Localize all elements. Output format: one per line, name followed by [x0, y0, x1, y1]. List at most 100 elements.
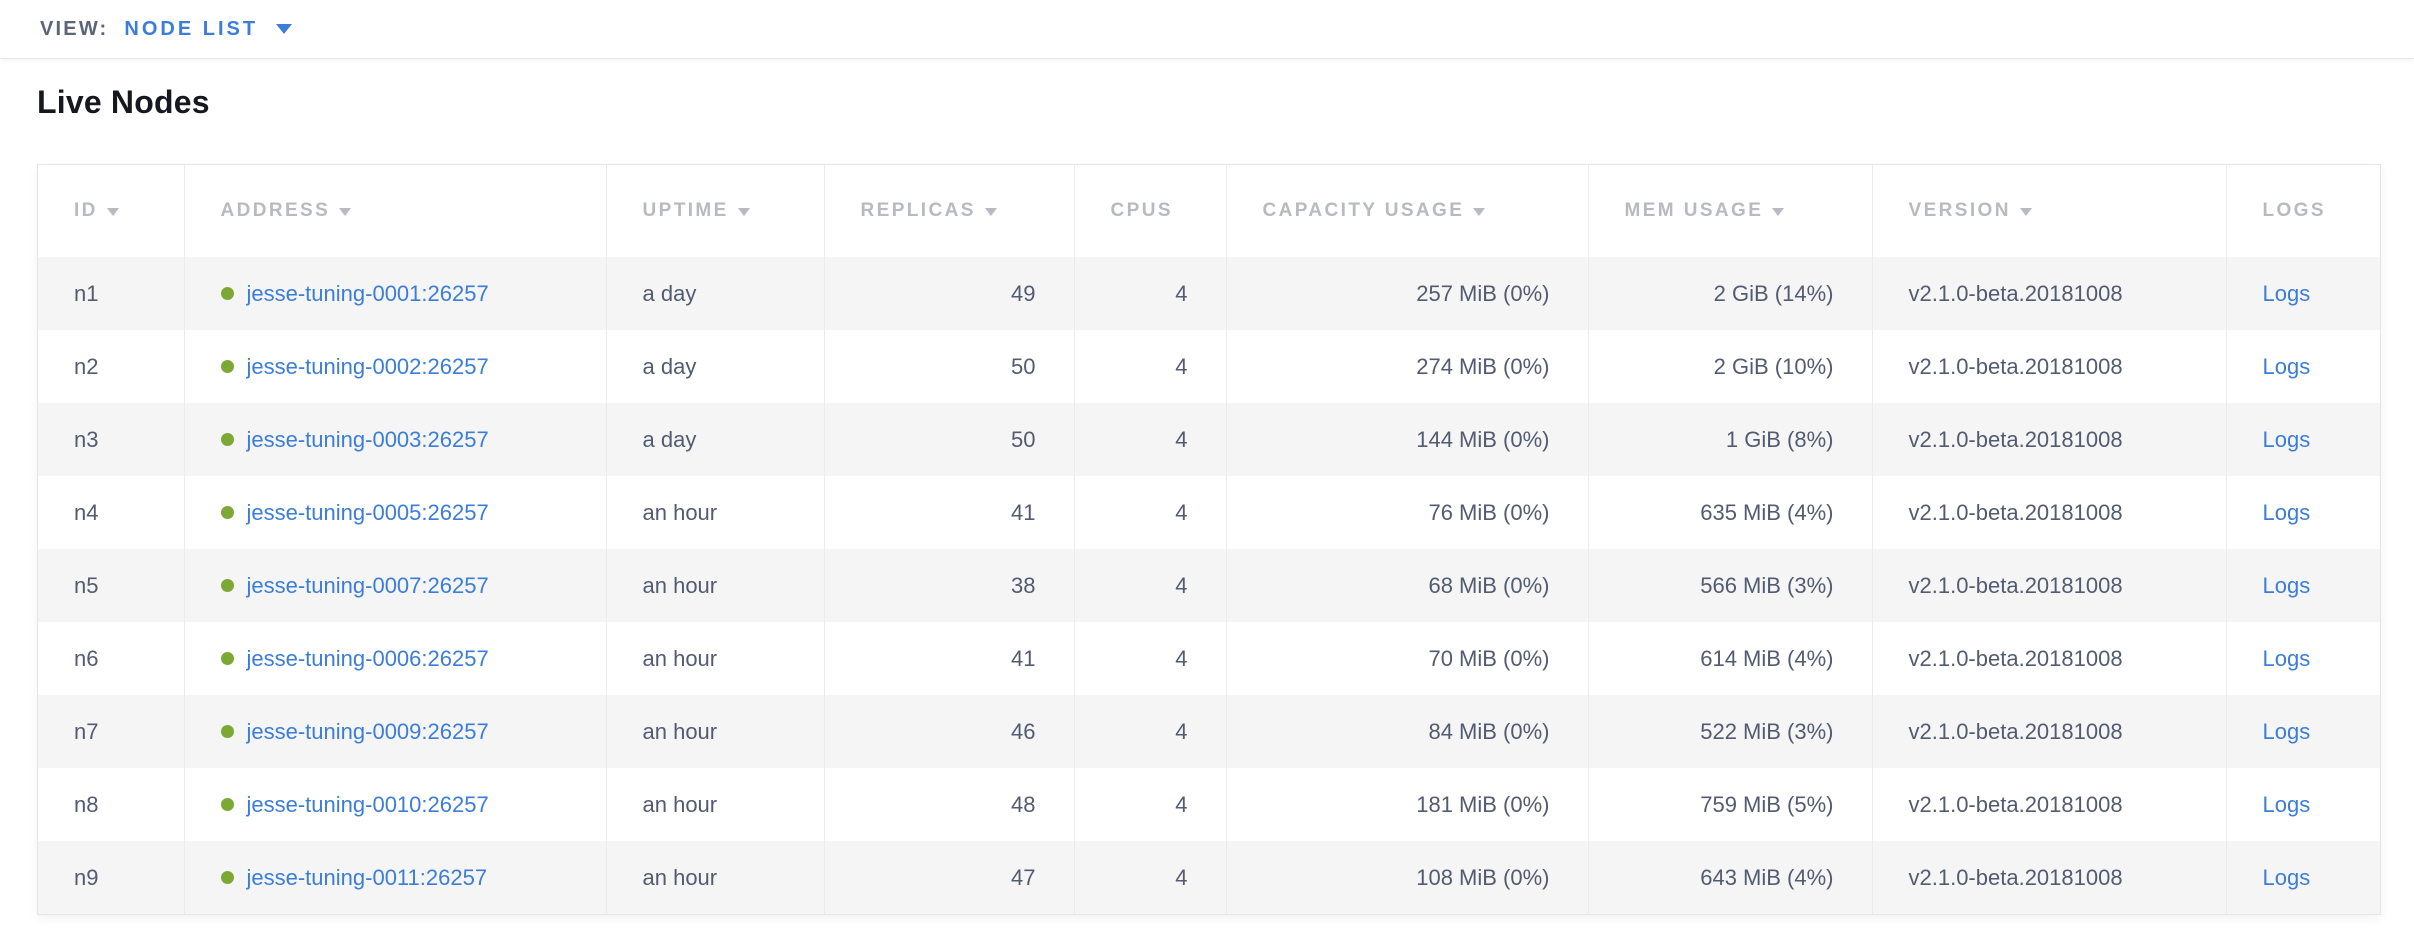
node-cpus-cell: 4	[1073, 841, 1226, 914]
column-header-label: REPLICAS	[860, 200, 976, 221]
view-selector-dropdown[interactable]: NODE LIST	[124, 17, 293, 41]
table-row: n5 jesse-tuning-0007:26257 an hour 38 4 …	[38, 549, 2380, 622]
node-id-cell: n9	[38, 841, 184, 914]
node-replicas-cell: 47	[823, 841, 1074, 914]
caret-down-icon	[276, 24, 293, 34]
column-header-version[interactable]: VERSION	[1871, 165, 2226, 257]
node-uptime-cell: an hour	[605, 768, 824, 841]
node-logs-cell: Logs	[2225, 695, 2380, 768]
node-cpus-cell: 4	[1073, 622, 1226, 695]
node-address-link[interactable]: jesse-tuning-0007:26257	[246, 572, 489, 598]
node-cpus-cell: 4	[1073, 695, 1226, 768]
node-logs-link[interactable]: Logs	[2262, 280, 2311, 306]
node-replicas-cell: 50	[823, 330, 1074, 403]
column-header-label: CPUS	[1110, 200, 1173, 221]
node-cpus-cell: 4	[1073, 768, 1226, 841]
node-address-link[interactable]: jesse-tuning-0011:26257	[246, 864, 488, 890]
node-version-cell: v2.1.0-beta.20181008	[1871, 549, 2226, 622]
node-logs-link[interactable]: Logs	[2262, 572, 2311, 598]
node-logs-cell: Logs	[2225, 549, 2380, 622]
node-logs-link[interactable]: Logs	[2262, 864, 2311, 890]
node-version-cell: v2.1.0-beta.20181008	[1871, 330, 2226, 403]
column-header-replicas[interactable]: REPLICAS	[823, 165, 1074, 257]
column-header-uptime[interactable]: UPTIME	[605, 165, 824, 257]
node-version-cell: v2.1.0-beta.20181008	[1871, 768, 2226, 841]
node-id-cell: n7	[38, 695, 184, 768]
node-capacity-usage-cell: 76 MiB (0%)	[1225, 476, 1588, 549]
node-mem-usage-cell: 2 GiB (10%)	[1587, 330, 1872, 403]
column-header-mem-usage[interactable]: MEM USAGE	[1587, 165, 1872, 257]
node-mem-usage-cell: 566 MiB (3%)	[1587, 549, 1872, 622]
node-logs-link[interactable]: Logs	[2262, 718, 2311, 744]
node-logs-cell: Logs	[2225, 622, 2380, 695]
column-header-cpus: CPUS	[1073, 165, 1226, 257]
node-address-cell: jesse-tuning-0011:26257	[183, 841, 606, 914]
node-logs-cell: Logs	[2225, 841, 2380, 914]
column-header-label: LOGS	[2262, 200, 2326, 221]
node-id-cell: n1	[38, 257, 184, 330]
node-logs-cell: Logs	[2225, 257, 2380, 330]
node-mem-usage-cell: 1 GiB (8%)	[1587, 403, 1872, 476]
node-version-cell: v2.1.0-beta.20181008	[1871, 257, 2226, 330]
node-replicas-cell: 41	[823, 476, 1074, 549]
node-replicas-cell: 49	[823, 257, 1074, 330]
node-address-link[interactable]: jesse-tuning-0003:26257	[246, 426, 489, 452]
node-address-cell: jesse-tuning-0007:26257	[183, 549, 606, 622]
node-address-link[interactable]: jesse-tuning-0006:26257	[246, 645, 489, 671]
node-id-cell: n5	[38, 549, 184, 622]
node-status-healthy-icon	[220, 432, 234, 446]
node-replicas-cell: 50	[823, 403, 1074, 476]
column-header-label: UPTIME	[642, 200, 729, 221]
node-mem-usage-cell: 759 MiB (5%)	[1587, 768, 1872, 841]
node-logs-link[interactable]: Logs	[2262, 353, 2311, 379]
node-logs-link[interactable]: Logs	[2262, 499, 2311, 525]
node-logs-link[interactable]: Logs	[2262, 791, 2311, 817]
node-mem-usage-cell: 614 MiB (4%)	[1587, 622, 1872, 695]
node-id-cell: n3	[38, 403, 184, 476]
node-replicas-cell: 38	[823, 549, 1074, 622]
table-body: n1 jesse-tuning-0001:26257 a day 49 4 25…	[38, 257, 2380, 914]
node-capacity-usage-cell: 257 MiB (0%)	[1225, 257, 1588, 330]
node-capacity-usage-cell: 181 MiB (0%)	[1225, 768, 1588, 841]
node-logs-link[interactable]: Logs	[2262, 426, 2311, 452]
node-status-healthy-icon	[220, 724, 234, 738]
node-version-cell: v2.1.0-beta.20181008	[1871, 695, 2226, 768]
node-version-cell: v2.1.0-beta.20181008	[1871, 622, 2226, 695]
node-address-cell: jesse-tuning-0005:26257	[183, 476, 606, 549]
node-cpus-cell: 4	[1073, 330, 1226, 403]
node-address-link[interactable]: jesse-tuning-0001:26257	[246, 280, 489, 306]
node-mem-usage-cell: 522 MiB (3%)	[1587, 695, 1872, 768]
node-status-healthy-icon	[220, 359, 234, 373]
node-address-link[interactable]: jesse-tuning-0010:26257	[246, 791, 489, 817]
column-header-address[interactable]: ADDRESS	[183, 165, 606, 257]
table-row: n3 jesse-tuning-0003:26257 a day 50 4 14…	[38, 403, 2380, 476]
node-capacity-usage-cell: 70 MiB (0%)	[1225, 622, 1588, 695]
sort-caret-icon	[984, 208, 997, 216]
node-address-cell: jesse-tuning-0001:26257	[183, 257, 606, 330]
node-address-link[interactable]: jesse-tuning-0009:26257	[246, 718, 489, 744]
sort-caret-icon	[339, 208, 352, 216]
node-version-cell: v2.1.0-beta.20181008	[1871, 841, 2226, 914]
node-address-cell: jesse-tuning-0003:26257	[183, 403, 606, 476]
node-mem-usage-cell: 643 MiB (4%)	[1587, 841, 1872, 914]
node-id-cell: n4	[38, 476, 184, 549]
table-row: n2 jesse-tuning-0002:26257 a day 50 4 27…	[38, 330, 2380, 403]
node-cpus-cell: 4	[1073, 257, 1226, 330]
node-address-link[interactable]: jesse-tuning-0005:26257	[246, 499, 489, 525]
node-logs-link[interactable]: Logs	[2262, 645, 2311, 671]
column-header-label: ADDRESS	[220, 200, 331, 221]
node-address-link[interactable]: jesse-tuning-0002:26257	[246, 353, 489, 379]
sort-caret-icon	[106, 208, 119, 216]
node-uptime-cell: an hour	[605, 695, 824, 768]
node-replicas-cell: 48	[823, 768, 1074, 841]
node-uptime-cell: an hour	[605, 841, 824, 914]
column-header-capacity-usage[interactable]: CAPACITY USAGE	[1225, 165, 1588, 257]
column-header-id[interactable]: ID	[38, 165, 184, 257]
node-uptime-cell: an hour	[605, 622, 824, 695]
node-capacity-usage-cell: 84 MiB (0%)	[1225, 695, 1588, 768]
view-selected-value: NODE LIST	[124, 17, 259, 40]
node-uptime-cell: a day	[605, 257, 824, 330]
node-cpus-cell: 4	[1073, 476, 1226, 549]
table-row: n4 jesse-tuning-0005:26257 an hour 41 4 …	[38, 476, 2380, 549]
column-header-label: CAPACITY USAGE	[1262, 200, 1465, 221]
